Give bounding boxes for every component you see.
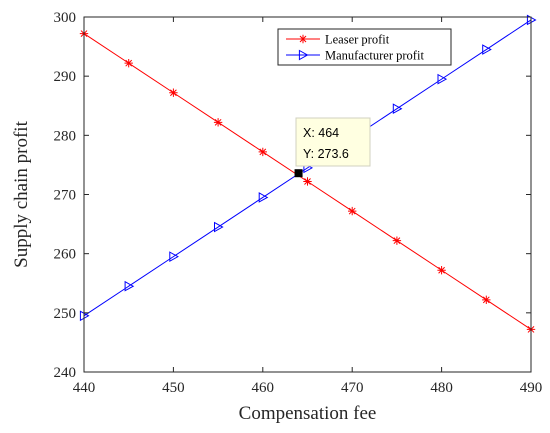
legend-box — [277, 28, 452, 66]
y-axis-label: Supply chain profit — [11, 120, 32, 267]
data-point — [169, 251, 179, 262]
y-tick-label: 300 — [54, 10, 77, 26]
data-point — [213, 118, 223, 127]
datatip-box — [295, 117, 371, 167]
series-leaser-profit — [79, 29, 536, 334]
data-point — [258, 192, 269, 203]
datatip-y-text: Y: 273.6 — [303, 147, 349, 161]
data-point — [437, 73, 448, 85]
data-point — [348, 206, 357, 216]
y-tick-label: 270 — [54, 188, 77, 204]
legend-label: Leaser profit — [325, 33, 390, 47]
x-tick-label: 440 — [73, 380, 96, 396]
data-point — [124, 280, 135, 292]
y-tick-label: 290 — [54, 69, 77, 85]
y-tick-label: 250 — [54, 306, 77, 322]
legend-entry: Leaser profit — [286, 33, 390, 47]
data-point — [298, 49, 309, 61]
data-point — [437, 266, 446, 275]
data-point — [303, 177, 312, 186]
x-axis-label: Compensation fee — [239, 403, 377, 424]
series-line — [83, 19, 532, 317]
data-point — [214, 221, 224, 233]
data-point — [482, 44, 492, 55]
datatip[interactable]: X: 464 Y: 273.6 — [294, 117, 371, 178]
data-point — [392, 236, 402, 245]
x-tick-label: 490 — [520, 380, 543, 396]
y-tick-label: 240 — [54, 365, 77, 381]
legend: Leaser profit Manufacturer profit — [277, 28, 452, 66]
plot-area — [84, 17, 531, 372]
x-tick-label: 470 — [341, 380, 364, 396]
x-tick-label: 450 — [162, 380, 185, 396]
legend-label: Manufacturer profit — [325, 49, 424, 63]
x-tick-label: 480 — [430, 380, 453, 396]
datatip-x-text: X: 464 — [303, 126, 339, 140]
legend-entry: Manufacturer profit — [286, 49, 424, 63]
data-point — [169, 88, 178, 97]
data-point — [258, 147, 267, 157]
y-tick-label: 260 — [54, 247, 77, 263]
ticks-layer: 440 450 460 470 480 490 240 250 260 270 280 290 300 — [54, 10, 543, 396]
data-point — [298, 34, 308, 44]
datatip-marker[interactable] — [294, 169, 303, 178]
x-tick-label: 460 — [252, 380, 275, 396]
data-point — [482, 295, 491, 305]
data-point — [124, 58, 133, 68]
y-tick-label: 280 — [54, 128, 77, 144]
data-point — [392, 103, 403, 115]
